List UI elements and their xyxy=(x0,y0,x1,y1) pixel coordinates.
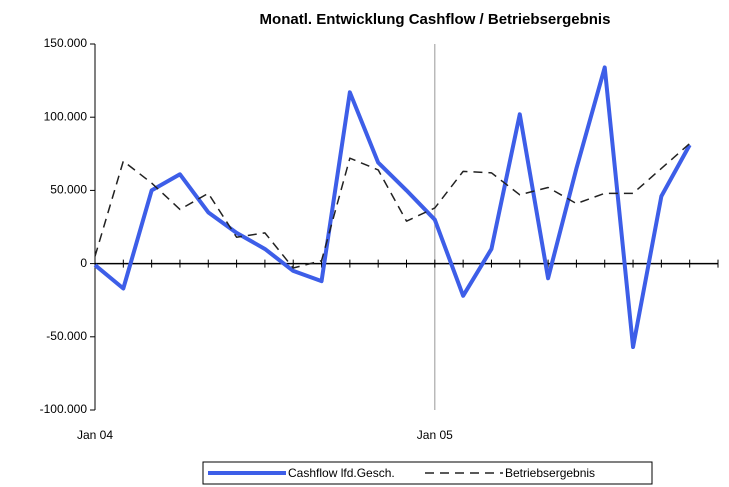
y-tick-label: -50.000 xyxy=(46,329,87,343)
y-tick-label: 50.000 xyxy=(50,183,87,197)
y-tick-label: 150.000 xyxy=(44,36,88,50)
series-line xyxy=(93,65,692,350)
y-tick-label: 100.000 xyxy=(44,109,88,123)
legend-label: Betriebsergebnis xyxy=(505,466,595,480)
y-tick-label: 0 xyxy=(80,256,87,270)
legend-label: Cashflow lfd.Gesch. xyxy=(288,466,395,480)
x-tick-label: Jan 05 xyxy=(417,428,453,442)
y-tick-label: -100.000 xyxy=(40,402,88,416)
x-tick-label: Jan 04 xyxy=(77,428,113,442)
chart-title: Monatl. Entwicklung Cashflow / Betriebse… xyxy=(260,11,611,28)
series-line xyxy=(94,142,691,269)
